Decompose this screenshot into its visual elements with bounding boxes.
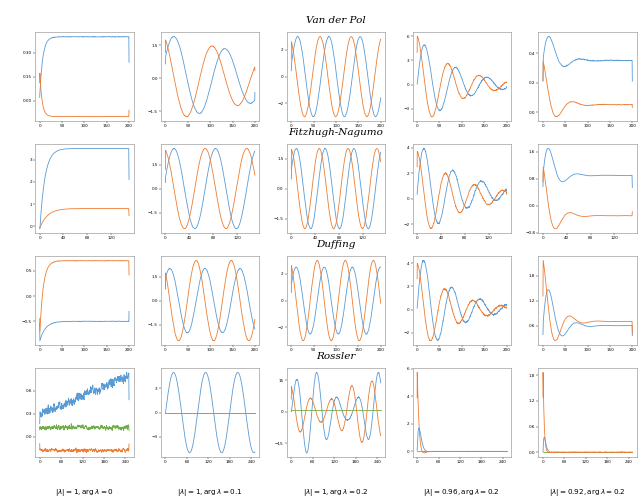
Text: $|\lambda| = 1, \arg \lambda = 0.2$: $|\lambda| = 1, \arg \lambda = 0.2$ (303, 487, 369, 498)
Text: $|\lambda| = 1, \arg \lambda = 0$: $|\lambda| = 1, \arg \lambda = 0$ (55, 487, 114, 498)
Text: $|\lambda| = 1, \arg \lambda = 0.1$: $|\lambda| = 1, \arg \lambda = 0.1$ (177, 487, 243, 498)
Text: Rossler: Rossler (316, 352, 356, 361)
Text: Van der Pol: Van der Pol (306, 16, 366, 25)
Text: $|\lambda| = 0.96, \arg \lambda = 0.2$: $|\lambda| = 0.96, \arg \lambda = 0.2$ (424, 487, 500, 498)
Text: $|\lambda| = 0.92, \arg \lambda = 0.2$: $|\lambda| = 0.92, \arg \lambda = 0.2$ (549, 487, 626, 498)
Text: Fitzhugh-Nagumo: Fitzhugh-Nagumo (289, 128, 383, 137)
Text: Duffing: Duffing (316, 240, 356, 249)
